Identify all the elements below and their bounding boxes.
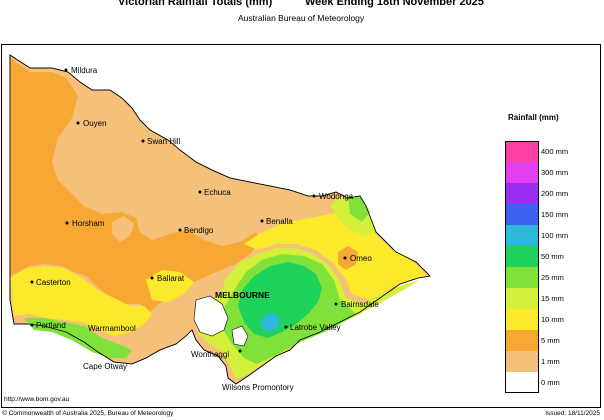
town-dot-bairnsdale — [334, 302, 338, 306]
town-dot-mildura — [64, 68, 68, 72]
legend-swatch — [505, 372, 539, 393]
place-label: Benalla — [266, 217, 293, 226]
place-label: Mildura — [71, 66, 98, 75]
town-dot-benalla — [260, 219, 264, 223]
town-dot-ouyen — [76, 121, 80, 125]
town-dot-horsham — [65, 221, 69, 225]
western-port — [231, 325, 249, 347]
place-label-capital: MELBOURNE — [215, 290, 270, 300]
town-dot-latrobe — [284, 325, 288, 329]
map-subtitle: Australian Bureau of Meteorology — [238, 13, 365, 23]
legend-title: Rainfall (mm) — [508, 113, 559, 122]
legend-label: 200 mm — [541, 189, 569, 198]
rain-10mm-east — [244, 210, 428, 300]
legend-label: 150 mm — [541, 210, 569, 219]
rain-5mm-omeo — [338, 246, 358, 270]
legend-swatch — [505, 288, 539, 309]
rain-10mm-central — [146, 270, 194, 302]
legend-swatch — [505, 162, 539, 183]
legend-label: 400 mm — [541, 147, 569, 156]
town-dot-bendigo — [178, 228, 182, 232]
town-dot-omeo — [343, 256, 347, 260]
legend-swatch — [505, 204, 539, 225]
footer-issued: Issued: 18/11/2025 — [545, 410, 600, 417]
place-label: Portland — [36, 321, 66, 330]
place-label: Wodonga — [319, 192, 354, 201]
place-label: Bairnsdale — [341, 300, 379, 309]
port-phillip-bay — [193, 295, 229, 337]
town-dot-wodonga — [312, 194, 316, 198]
footer-copyright: © Commonwealth of Australia 2025, Bureau… — [2, 410, 174, 417]
rain-5mm-west — [10, 58, 262, 312]
legend-swatch — [505, 141, 539, 162]
place-label: Wonthaggi — [191, 350, 229, 359]
town-dot-swan-hill — [141, 139, 145, 143]
map-frame — [1, 44, 601, 408]
legend-label: 15 mm — [541, 294, 564, 303]
place-label: Ballarat — [157, 274, 185, 283]
legend-swatch — [505, 309, 539, 330]
town-dot-casterton — [30, 280, 34, 284]
place-label: Echuca — [204, 188, 231, 197]
rain-50mm-core — [238, 262, 322, 338]
legend-swatch — [505, 330, 539, 351]
place-label: Latrobe Valley — [290, 323, 341, 332]
place-label: Omeo — [350, 254, 372, 263]
town-dot-echuca — [198, 190, 202, 194]
legend-swatch — [505, 351, 539, 372]
legend-label: 1 mm — [541, 357, 560, 366]
rain-1mm-pocket — [112, 216, 134, 242]
legend-label: 50 mm — [541, 252, 564, 261]
place-label: Swan Hill — [147, 137, 181, 146]
legend-label: 100 mm — [541, 231, 569, 240]
place-label: Bendigo — [184, 226, 214, 235]
footer-url: http://www.bom.gov.au — [4, 396, 70, 403]
legend-swatch — [505, 183, 539, 204]
rain-25mm-northeast — [348, 196, 370, 222]
place-label: Cape Otway — [83, 362, 127, 371]
legend-label: 25 mm — [541, 273, 564, 282]
legend-label: 5 mm — [541, 336, 560, 345]
town-dot-ballarat — [150, 276, 154, 280]
town-dot-wonthaggi — [238, 349, 242, 353]
rain-10mm-southwest — [10, 266, 152, 336]
town-markers — [30, 68, 347, 353]
place-label: Ouyen — [83, 119, 107, 128]
rain-100mm-pocket — [260, 312, 280, 332]
place-label: Horsham — [72, 219, 105, 228]
place-label: Warrnambool — [88, 324, 136, 333]
place-labels: Mildura Ouyen Swan Hill Echuca Wodonga B… — [36, 66, 379, 392]
legend-swatch — [505, 267, 539, 288]
legend-swatch — [505, 246, 539, 267]
victoria-outline — [9, 54, 431, 385]
place-label: Wilsons Promontory — [222, 383, 294, 392]
map-title: Victorian Rainfall Totals (mm) — [118, 0, 273, 8]
legend-label: 0 mm — [541, 378, 560, 387]
place-label: Casterton — [36, 278, 71, 287]
legend-label: 300 mm — [541, 168, 569, 177]
map-period: Week Ending 18th November 2025 — [305, 0, 484, 8]
legend-swatch — [505, 225, 539, 246]
legend-label: 10 mm — [541, 315, 564, 324]
title-row: Victorian Rainfall Totals (mm) Week Endi… — [0, 0, 604, 10]
town-dot-portland — [30, 323, 34, 327]
